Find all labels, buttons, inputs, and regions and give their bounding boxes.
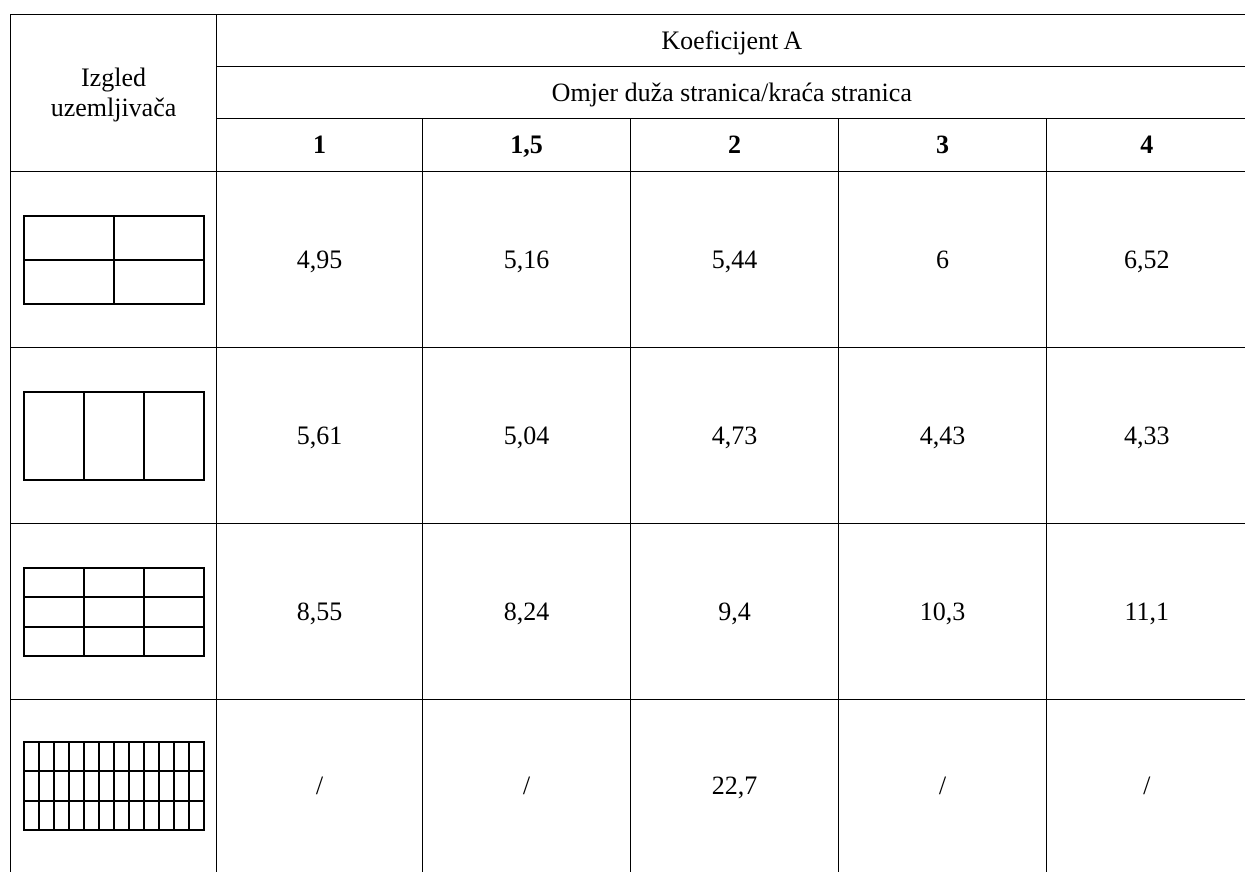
value-cell: 5,44 bbox=[631, 172, 839, 348]
value-cell: 6 bbox=[839, 172, 1047, 348]
header-koeficijent: Koeficijent A bbox=[217, 15, 1245, 67]
corner-label-line1: Izgled bbox=[11, 63, 216, 93]
corner-label-line2: uzemljivača bbox=[11, 93, 216, 123]
value-cell: 8,55 bbox=[217, 524, 423, 700]
column-header-2: 2 bbox=[631, 119, 839, 172]
value-cell: / bbox=[423, 700, 631, 872]
value-cell: / bbox=[839, 700, 1047, 872]
value-cell: 5,16 bbox=[423, 172, 631, 348]
table-row: 4,95 5,16 5,44 6 6,52 bbox=[11, 172, 1245, 348]
grid-3x3-icon bbox=[23, 567, 205, 657]
value-cell: 4,95 bbox=[217, 172, 423, 348]
grid-3x12-icon bbox=[23, 741, 205, 831]
value-cell: 5,04 bbox=[423, 348, 631, 524]
column-header-1: 1 bbox=[217, 119, 423, 172]
table-row: / / 22,7 / / bbox=[11, 700, 1245, 872]
column-header-3: 3 bbox=[839, 119, 1047, 172]
corner-header-cell: Izgled uzemljivača bbox=[11, 15, 217, 172]
value-cell: 11,1 bbox=[1047, 524, 1245, 700]
value-cell: 6,52 bbox=[1047, 172, 1245, 348]
value-cell: 4,33 bbox=[1047, 348, 1245, 524]
icon-cell bbox=[11, 524, 217, 700]
value-cell: / bbox=[217, 700, 423, 872]
value-cell: 4,73 bbox=[631, 348, 839, 524]
coefficient-table: Izgled uzemljivača Koeficijent A Omjer d… bbox=[10, 14, 1245, 872]
value-cell: 10,3 bbox=[839, 524, 1047, 700]
icon-cell bbox=[11, 348, 217, 524]
icon-cell bbox=[11, 172, 217, 348]
grid-1x3-icon bbox=[23, 391, 205, 481]
value-cell: 22,7 bbox=[631, 700, 839, 872]
value-cell: 8,24 bbox=[423, 524, 631, 700]
column-header-1-5: 1,5 bbox=[423, 119, 631, 172]
header-ratio: Omjer duža stranica/kraća stranica bbox=[217, 67, 1245, 119]
grid-2x2-icon bbox=[23, 215, 205, 305]
value-cell: / bbox=[1047, 700, 1245, 872]
value-cell: 4,43 bbox=[839, 348, 1047, 524]
column-header-4: 4 bbox=[1047, 119, 1245, 172]
table-row: 8,55 8,24 9,4 10,3 11,1 bbox=[11, 524, 1245, 700]
table-row: 5,61 5,04 4,73 4,43 4,33 bbox=[11, 348, 1245, 524]
value-cell: 5,61 bbox=[217, 348, 423, 524]
icon-cell bbox=[11, 700, 217, 872]
value-cell: 9,4 bbox=[631, 524, 839, 700]
